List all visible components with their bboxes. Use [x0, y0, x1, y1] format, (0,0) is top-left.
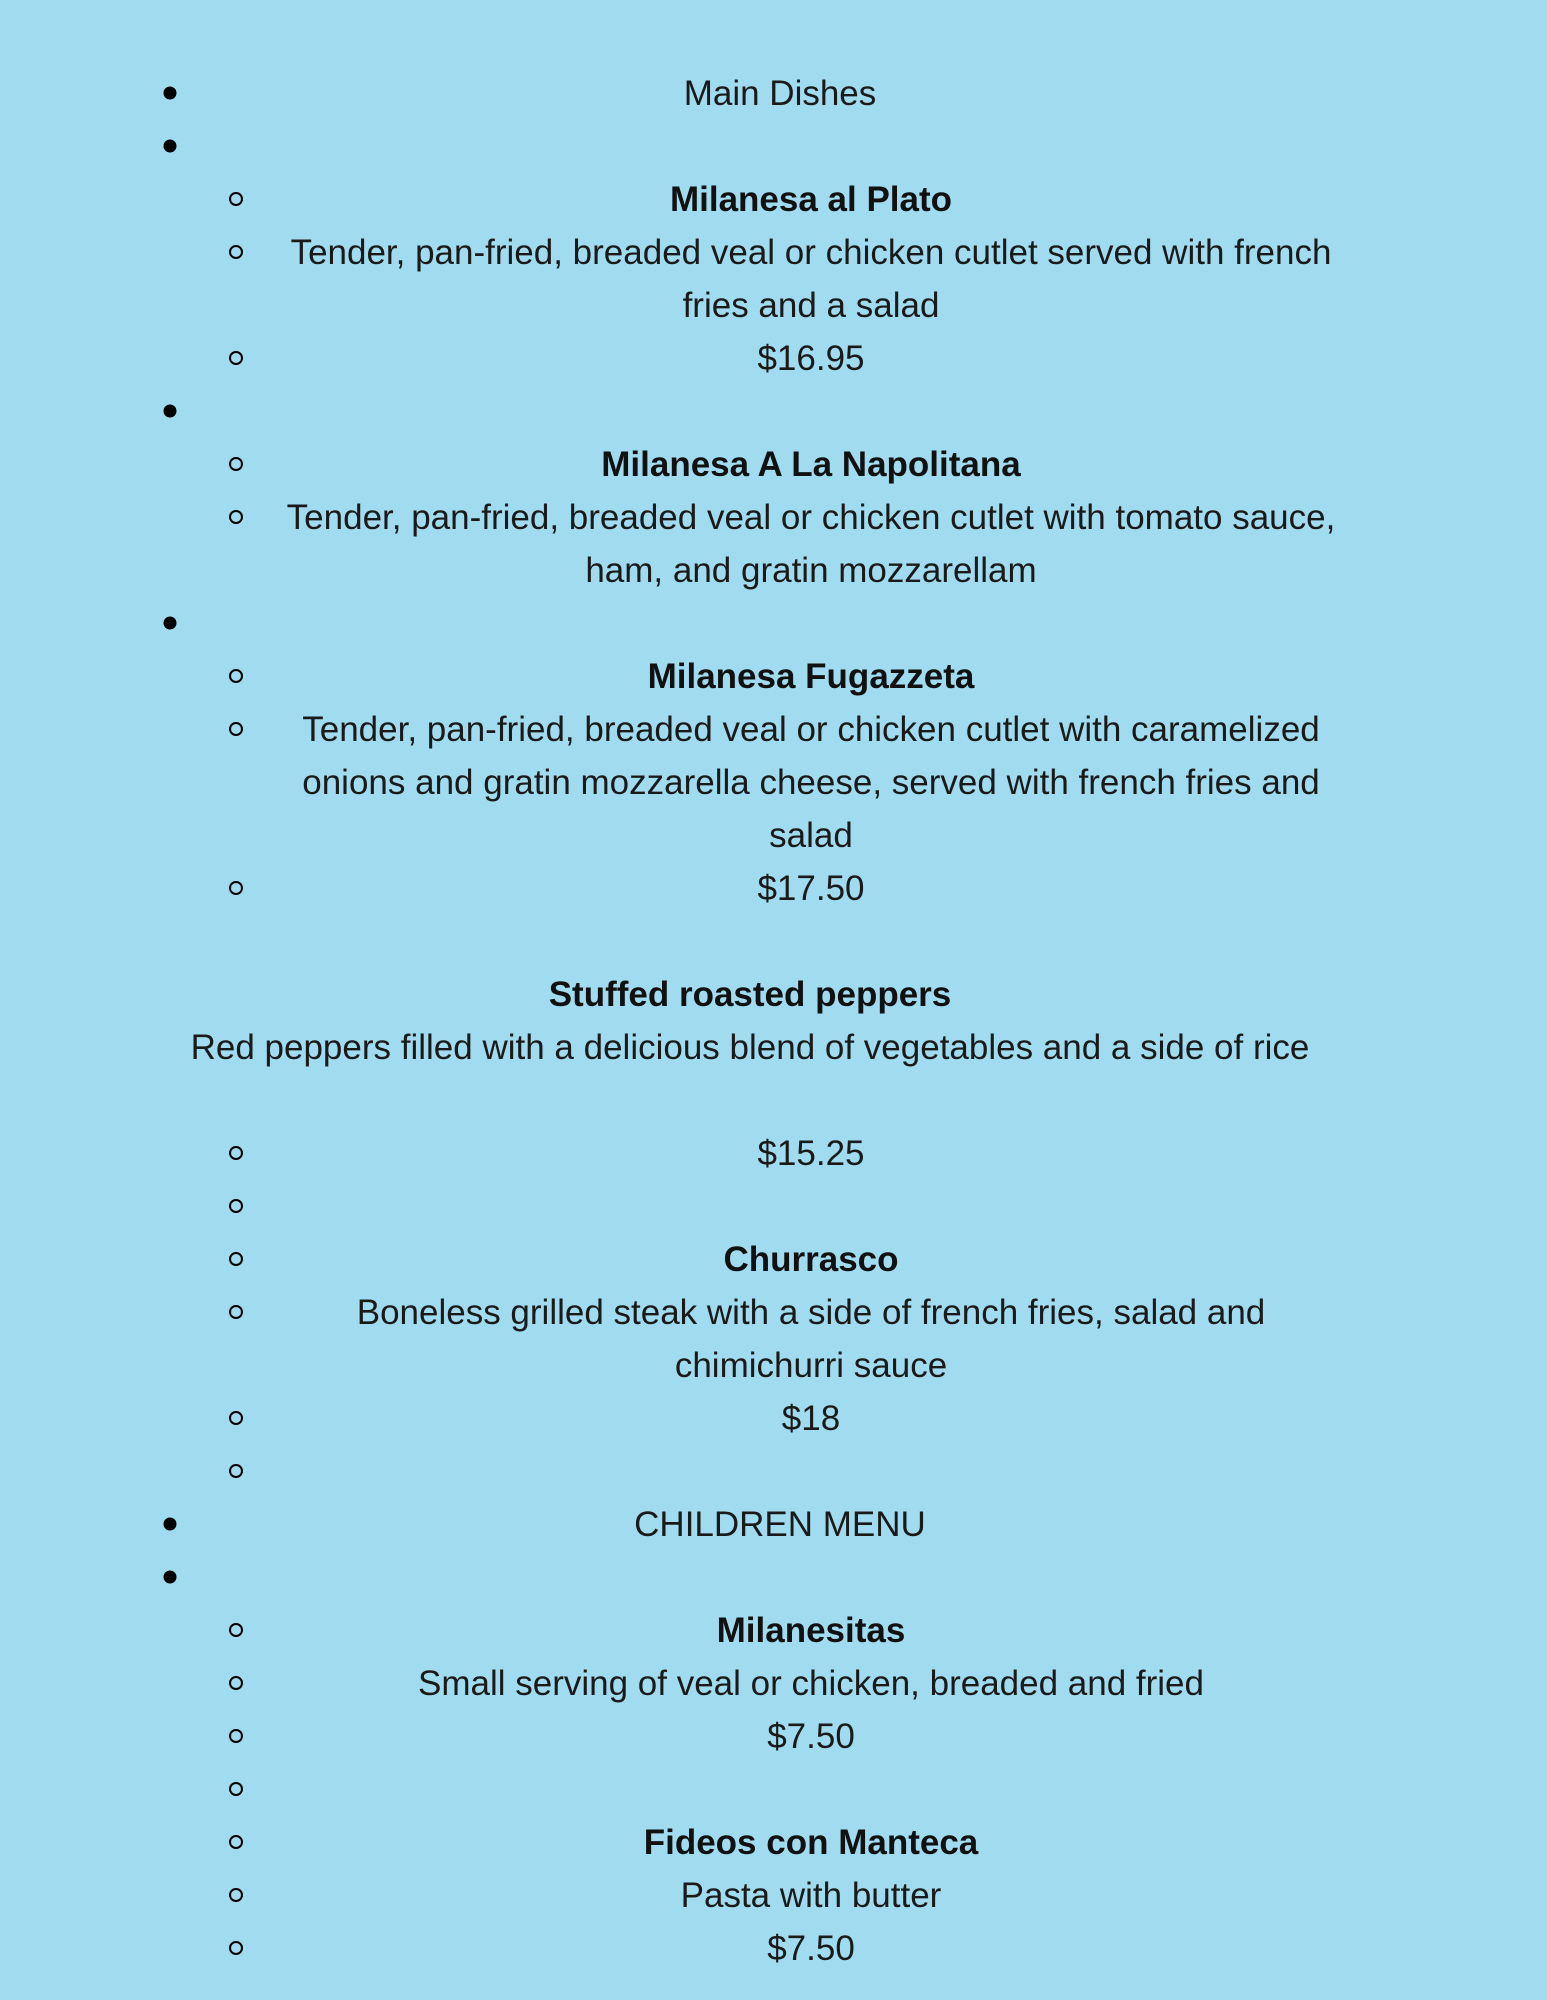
hollow-bullet-icon — [229, 881, 243, 895]
dish-price-row: $7.50 — [0, 1710, 1547, 1763]
hollow-bullet-icon — [229, 351, 243, 365]
hollow-bullet-icon — [229, 1464, 243, 1478]
filled-bullet-icon — [163, 86, 177, 100]
section-heading: CHILDREN MENU — [634, 1505, 926, 1544]
dish-price: $18 — [781, 1399, 841, 1438]
filled-bullet-icon — [163, 616, 177, 630]
dish-name-row: Milanesa al Plato — [0, 173, 1547, 226]
hollow-bullet-icon — [229, 1835, 243, 1849]
dish-price-row: $15.25 — [0, 1127, 1547, 1180]
empty-list-item-row — [0, 385, 1547, 438]
dish-name-row: Milanesitas — [0, 1604, 1547, 1657]
filled-bullet-icon — [163, 1517, 177, 1531]
hollow-bullet-icon — [229, 457, 243, 471]
hollow-bullet-icon — [229, 1252, 243, 1266]
dish-description: Pasta with butter — [680, 1876, 942, 1915]
dish-price-row: $7.50 — [0, 1922, 1547, 1975]
dish-description: Tender, pan-fried, breaded veal or chick… — [302, 710, 1320, 855]
dish-name-row: Stuffed roasted peppers — [0, 968, 1547, 1021]
dish-description: Red peppers filled with a delicious blen… — [190, 1028, 1310, 1067]
dish-description: Small serving of veal or chicken, breade… — [418, 1664, 1204, 1703]
dish-description-row: Red peppers filled with a delicious blen… — [0, 1021, 1547, 1074]
empty-list-item-row — [0, 597, 1547, 650]
dish-description: Tender, pan-fried, breaded veal or chick… — [286, 498, 1336, 590]
empty-list-item-row — [0, 1180, 1547, 1233]
dish-price-row: $18 — [0, 1392, 1547, 1445]
dish-name: Fideos con Manteca — [643, 1823, 979, 1862]
dish-price-row: $17.50 — [0, 862, 1547, 915]
hollow-bullet-icon — [229, 722, 243, 736]
empty-list-item-row — [0, 1445, 1547, 1498]
dish-price-row: $16.95 — [0, 332, 1547, 385]
section-heading: Main Dishes — [683, 74, 877, 113]
dish-name-row: Churrasco — [0, 1233, 1547, 1286]
dish-name: Milanesa al Plato — [669, 180, 953, 219]
hollow-bullet-icon — [229, 245, 243, 259]
dish-name: Stuffed roasted peppers — [548, 975, 952, 1014]
dish-name-row: Milanesa A La Napolitana — [0, 438, 1547, 491]
section-heading-row: Main Dishes — [0, 67, 1547, 120]
dish-price: $16.95 — [757, 339, 865, 378]
hollow-bullet-icon — [229, 1199, 243, 1213]
empty-list-item-row — [0, 120, 1547, 173]
hollow-bullet-icon — [229, 192, 243, 206]
empty-list-item-row — [0, 1763, 1547, 1816]
dish-description-row: Pasta with butter — [0, 1869, 1547, 1922]
dish-name: Milanesa Fugazzeta — [647, 657, 975, 696]
hollow-bullet-icon — [229, 510, 243, 524]
hollow-bullet-icon — [229, 1941, 243, 1955]
section-heading-row: CHILDREN MENU — [0, 1498, 1547, 1551]
dish-name: Milanesitas — [716, 1611, 906, 1650]
dish-description-row: Tender, pan-fried, breaded veal or chick… — [0, 703, 1547, 862]
hollow-bullet-icon — [229, 1729, 243, 1743]
empty-list-item-row — [0, 1074, 1547, 1127]
filled-bullet-icon — [163, 1570, 177, 1584]
hollow-bullet-icon — [229, 1411, 243, 1425]
hollow-bullet-icon — [229, 1888, 243, 1902]
dish-description-row: Small serving of veal or chicken, breade… — [0, 1657, 1547, 1710]
dish-description-row: Boneless grilled steak with a side of fr… — [0, 1286, 1547, 1392]
dish-name-row: Fideos con Manteca — [0, 1816, 1547, 1869]
dish-description-row: Tender, pan-fried, breaded veal or chick… — [0, 226, 1547, 332]
hollow-bullet-icon — [229, 1676, 243, 1690]
dish-name-row: Milanesa Fugazzeta — [0, 650, 1547, 703]
empty-list-item-row — [0, 1551, 1547, 1604]
hollow-bullet-icon — [229, 669, 243, 683]
empty-list-item-row — [0, 915, 1547, 968]
filled-bullet-icon — [163, 404, 177, 418]
hollow-bullet-icon — [229, 1146, 243, 1160]
dish-price: $17.50 — [757, 869, 865, 908]
dish-description-row: Tender, pan-fried, breaded veal or chick… — [0, 491, 1547, 597]
hollow-bullet-icon — [229, 1782, 243, 1796]
dish-name: Churrasco — [723, 1240, 899, 1279]
hollow-bullet-icon — [229, 1305, 243, 1319]
dish-price: $7.50 — [767, 1929, 855, 1968]
dish-description: Boneless grilled steak with a side of fr… — [356, 1293, 1266, 1385]
hollow-bullet-icon — [229, 1623, 243, 1637]
menu-list: Main Dishes Milanesa al Plato Tender, pan-… — [0, 67, 1547, 1975]
dish-description: Tender, pan-fried, breaded veal or chick… — [290, 233, 1332, 325]
dish-name: Milanesa A La Napolitana — [601, 445, 1021, 484]
dish-price: $15.25 — [757, 1134, 865, 1173]
filled-bullet-icon — [163, 139, 177, 153]
dish-price: $7.50 — [767, 1717, 855, 1756]
